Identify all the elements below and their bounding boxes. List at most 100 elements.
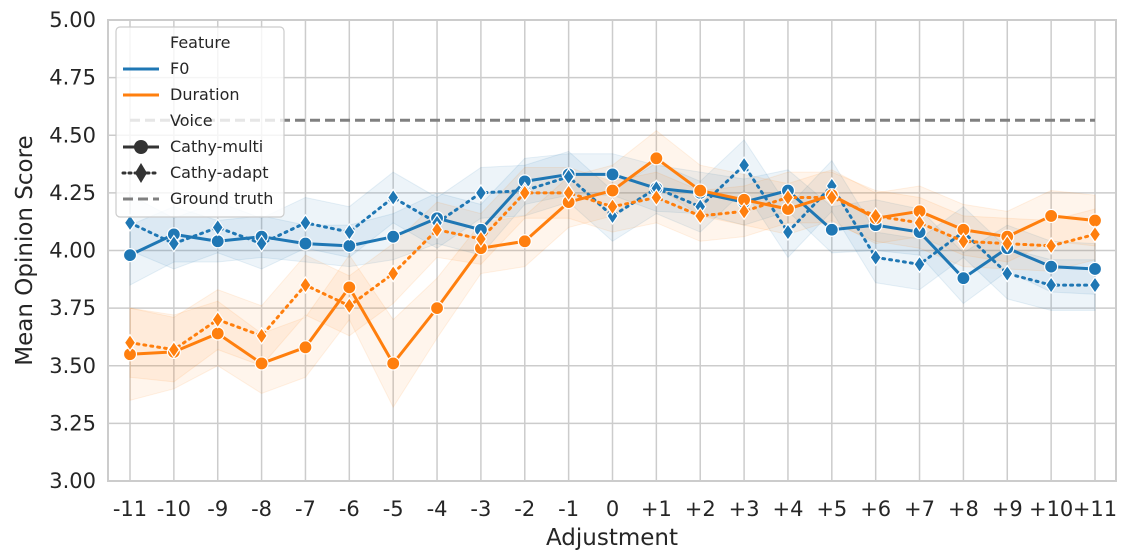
x-tick-label: -8 (251, 497, 272, 521)
duration-cathy-multi-point (1044, 208, 1059, 224)
x-tick-label: +3 (729, 497, 760, 521)
duration-cathy-adapt-point (781, 188, 795, 207)
x-tick-label: -9 (207, 497, 228, 521)
legend-ground-truth-label: Ground truth (170, 189, 273, 208)
x-tick-label: +5 (816, 497, 847, 521)
duration-cathy-adapt-point (474, 229, 488, 249)
x-tick-label: -10 (157, 497, 191, 521)
legend-feature-title: Feature (170, 33, 230, 52)
y-tick-label: 5.00 (49, 8, 96, 32)
legend-cathy-multi-marker (134, 140, 148, 154)
x-tick-label: -4 (427, 497, 448, 521)
legend-cathy-adapt-label: Cathy-adapt (170, 163, 269, 182)
f0-cathy-multi-point (386, 229, 401, 244)
y-tick-label: 3.50 (49, 354, 96, 378)
duration-cathy-multi-point (210, 326, 225, 341)
duration-cathy-multi-point (605, 183, 620, 198)
x-tick-label: +9 (992, 497, 1023, 521)
f0-cathy-adapt-point (211, 218, 224, 237)
f0-cathy-adapt-point (343, 223, 356, 242)
duration-cathy-adapt-point (957, 232, 970, 251)
x-tick-label: +7 (904, 497, 935, 521)
f0-cathy-multi-point (122, 248, 138, 263)
duration-cathy-multi-point (386, 356, 401, 371)
legend-box (115, 26, 285, 218)
x-tick-label: +6 (860, 497, 891, 521)
duration-cathy-multi-point (1087, 213, 1103, 228)
duration-cathy-adapt-point (167, 340, 181, 359)
f0-cathy-adapt-point (737, 156, 751, 175)
plot-frame (107, 19, 1117, 482)
duration-cathy-multi-point (298, 340, 313, 355)
duration-cathy-multi-point (517, 234, 532, 249)
duration-cathy-multi-point (254, 356, 269, 371)
x-tick-label: 0 (606, 497, 619, 521)
f0-cathy-adapt-point (781, 223, 795, 242)
duration-cathy-adapt-point (737, 202, 751, 221)
duration-cathy-multi-point (342, 280, 357, 295)
series-markers (122, 151, 1103, 371)
duration-cathy-adapt-point (693, 206, 707, 225)
duration-cathy-adapt-point (255, 326, 268, 345)
duration-cathy-adapt-point (825, 188, 839, 207)
y-tick-label: 3.00 (49, 469, 96, 493)
f0-cathy-multi-point (1044, 259, 1059, 274)
x-tick-label: +10 (1029, 497, 1073, 521)
f0-cathy-multi-point (956, 271, 971, 286)
x-tick-labels: -11 -10 -9 -8 -7 -6 -5 -4 -3 -2 -1 0 +1 +2 +3 +4 +5 +6 +7 +… (113, 497, 1117, 521)
f0-cathy-adapt-point (1088, 276, 1102, 295)
y-tick-label: 4.75 (49, 66, 96, 90)
duration-cathy-adapt-point (299, 276, 312, 295)
x-tick-label: -1 (558, 497, 579, 521)
duration-cathy-adapt-point (1044, 236, 1058, 255)
duration-cathy-adapt-point (606, 197, 619, 216)
f0-cathy-adapt-point (299, 213, 312, 232)
f0-cathy-multi-point (1087, 261, 1103, 277)
duration-cathy-adapt-point (869, 206, 882, 225)
duration-cathy-adapt-point (211, 310, 224, 329)
x-axis-label: Adjustment (546, 525, 678, 551)
f0-cathy-adapt-point (167, 234, 181, 253)
f0-cathy-adapt-point (474, 183, 488, 202)
y-tick-label: 3.75 (49, 296, 96, 320)
duration-cathy-adapt-point (123, 333, 137, 352)
x-tick-label: -11 (113, 497, 147, 521)
x-tick-label: +2 (685, 497, 716, 521)
duration-cathy-adapt-point (1088, 225, 1102, 244)
duration-cathy-adapt-point (343, 296, 356, 315)
f0-cathy-adapt-point (1001, 264, 1014, 283)
f0-cathy-multi-point (210, 234, 225, 249)
x-tick-label: +11 (1073, 497, 1117, 521)
x-tick-label: +8 (948, 497, 979, 521)
x-tick-label: -3 (470, 497, 491, 521)
f0-cathy-adapt-point (255, 234, 268, 253)
x-tick-label: +4 (772, 497, 803, 521)
duration-cathy-adapt-point (430, 220, 444, 239)
f0-cathy-adapt-line (128, 163, 1097, 287)
f0-cathy-multi-point (605, 167, 620, 182)
legend-f0-label: F0 (170, 59, 189, 78)
duration-cathy-multi-point (429, 301, 445, 316)
duration-cathy-adapt-point (650, 188, 663, 207)
f0-cathy-adapt-point (123, 213, 137, 232)
y-tick-label: 4.00 (49, 239, 96, 263)
y-axis-label: Mean Opinion Score (12, 135, 38, 365)
y-tick-label: 4.25 (49, 181, 96, 205)
duration-cathy-adapt-point (518, 183, 532, 202)
x-tick-label: -7 (295, 497, 316, 521)
duration-cathy-adapt-point (913, 213, 926, 232)
legend-duration-label: Duration (170, 85, 240, 104)
x-tick-label: +1 (641, 497, 672, 521)
y-tick-labels: 3.00 3.25 3.50 3.75 4.00 4.25 4.50 4.75 5.00 (49, 8, 96, 493)
f0-cathy-adapt-point (869, 248, 882, 267)
f0-cathy-multi-point (298, 236, 313, 251)
duration-cathy-multi-point (693, 183, 708, 198)
duration-cathy-adapt-point (562, 183, 575, 202)
x-tick-label: -2 (514, 497, 535, 521)
f0-cathy-adapt-point (913, 255, 926, 274)
x-tick-label: -6 (339, 497, 360, 521)
legend-cathy-multi-label: Cathy-multi (170, 137, 263, 156)
f0-cathy-multi-point (824, 222, 839, 237)
y-tick-label: 4.50 (49, 123, 96, 147)
f0-cathy-multi-point (342, 238, 357, 253)
